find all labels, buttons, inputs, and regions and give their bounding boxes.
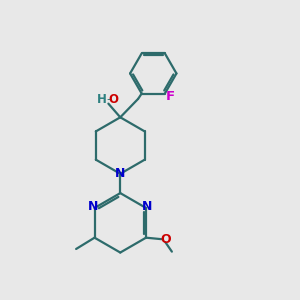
Text: N: N bbox=[88, 200, 98, 213]
Text: -: - bbox=[106, 93, 111, 106]
Text: N: N bbox=[142, 200, 152, 213]
Text: N: N bbox=[115, 167, 125, 180]
Text: O: O bbox=[160, 233, 171, 246]
Text: F: F bbox=[166, 90, 175, 103]
Text: H: H bbox=[97, 93, 106, 106]
Text: O: O bbox=[108, 93, 118, 106]
